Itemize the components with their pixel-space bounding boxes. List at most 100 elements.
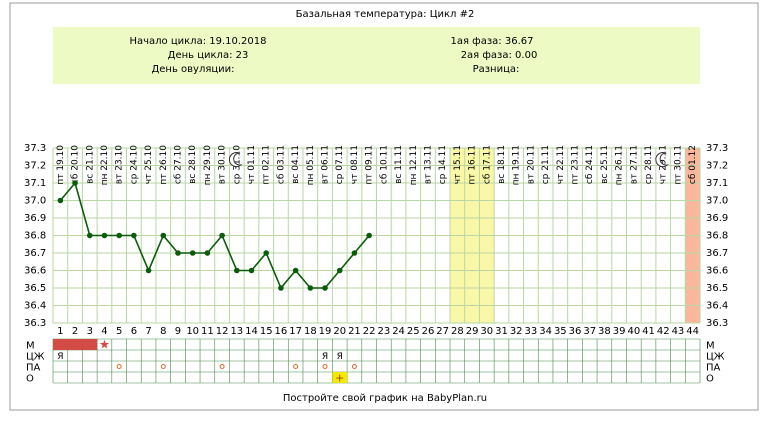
x-tick-label: 43 bbox=[672, 326, 685, 337]
x-tick-label: 39 bbox=[613, 326, 626, 337]
row-label: М bbox=[706, 341, 715, 352]
x-tick-label: 3 bbox=[87, 326, 93, 337]
date-label: чт 22.11 bbox=[556, 145, 566, 184]
temp-point bbox=[57, 197, 64, 204]
m-star bbox=[99, 339, 109, 349]
o-mark: + bbox=[335, 372, 344, 385]
x-tick-label: 35 bbox=[554, 326, 567, 337]
o-cell bbox=[332, 372, 348, 383]
temp-point bbox=[307, 285, 314, 291]
row-label: М bbox=[26, 341, 35, 352]
m-cell bbox=[67, 339, 83, 350]
temp-point bbox=[219, 232, 225, 239]
x-tick-label: 14 bbox=[245, 326, 258, 337]
x-tick-label: 25 bbox=[407, 326, 420, 337]
x-tick-label: 30 bbox=[480, 326, 493, 337]
date-label: чт 25.10 bbox=[144, 145, 154, 184]
x-tick-label: 6 bbox=[131, 326, 137, 337]
x-tick-label: 32 bbox=[510, 326, 523, 337]
x-tick-label: 27 bbox=[436, 326, 449, 337]
date-label: пн 22.10 bbox=[100, 145, 110, 186]
x-tick-label: 8 bbox=[160, 326, 166, 337]
temp-point bbox=[336, 267, 343, 274]
temp-line bbox=[59, 181, 370, 290]
date-label: сб 01.12 bbox=[688, 145, 698, 184]
row-label: ЦЖ bbox=[26, 352, 45, 363]
temp-point bbox=[351, 250, 358, 256]
x-tick-label: 5 bbox=[116, 326, 122, 337]
czh-mark: Я bbox=[337, 352, 343, 362]
y-tick-label: 36.5 bbox=[706, 283, 728, 294]
y-tick-label: 36.5 bbox=[24, 283, 46, 294]
info: Начало цикла: 19.10.2018 bbox=[129, 36, 266, 47]
date-label: пт 23.11 bbox=[571, 145, 581, 185]
m-cell bbox=[82, 339, 98, 350]
date-label: пн 26.11 bbox=[615, 145, 625, 185]
date-label: ср 21.11 bbox=[541, 145, 551, 184]
y-tick-label: 36.3 bbox=[24, 318, 46, 329]
y-tick-label: 37.0 bbox=[24, 196, 46, 207]
y-tick-label: 37.0 bbox=[706, 196, 728, 207]
x-tick-label: 29 bbox=[466, 326, 479, 337]
row-label: ПА bbox=[706, 363, 721, 374]
temp-point bbox=[278, 285, 284, 291]
date-label: пт 02.11 bbox=[262, 145, 272, 185]
temp-point bbox=[234, 267, 240, 274]
date-label: вт 13.11 bbox=[423, 145, 433, 184]
y-tick-label: 36.8 bbox=[706, 231, 728, 242]
x-tick-label: 4 bbox=[101, 326, 107, 337]
date-label: сб 03.11 bbox=[276, 145, 286, 184]
date-label: пт 30.11 bbox=[673, 145, 683, 185]
info: Разница: bbox=[473, 64, 520, 75]
row-label: ПА bbox=[26, 363, 41, 374]
x-tick-label: 13 bbox=[230, 326, 243, 337]
x-tick-label: 22 bbox=[363, 326, 376, 337]
x-tick-label: 17 bbox=[289, 326, 302, 337]
temp-point bbox=[72, 180, 78, 186]
y-tick-label: 37.2 bbox=[706, 161, 728, 172]
y-tick-label: 36.3 bbox=[706, 318, 728, 329]
y-tick-label: 36.9 bbox=[24, 213, 46, 224]
date-label: ср 24.10 bbox=[129, 145, 139, 185]
date-label: чт 08.11 bbox=[350, 145, 360, 184]
temp-point bbox=[292, 267, 299, 274]
date-label: ср 14.11 bbox=[438, 145, 448, 184]
x-tick-label: 36 bbox=[569, 326, 582, 337]
x-tick-label: 16 bbox=[275, 326, 288, 337]
x-tick-label: 37 bbox=[583, 326, 596, 337]
y-tick-label: 36.9 bbox=[706, 213, 728, 224]
info: День овуляции: bbox=[151, 64, 234, 75]
y-tick-label: 36.4 bbox=[24, 301, 46, 312]
date-label: пт 26.10 bbox=[159, 145, 169, 185]
date-label: вт 30.10 bbox=[218, 145, 228, 184]
x-tick-label: 1 bbox=[57, 326, 63, 337]
y-tick-label: 36.8 bbox=[24, 231, 46, 242]
pa-mark bbox=[160, 364, 166, 369]
y-tick-label: 36.6 bbox=[706, 266, 728, 277]
temp-point bbox=[366, 232, 372, 239]
date-label: пт 16.11 bbox=[468, 145, 478, 185]
m-cell bbox=[53, 339, 68, 350]
date-label: вс 11.11 bbox=[394, 145, 404, 184]
x-tick-label: 26 bbox=[422, 326, 435, 337]
temp-point bbox=[175, 250, 181, 256]
x-tick-label: 9 bbox=[175, 326, 181, 337]
x-tick-label: 23 bbox=[377, 326, 390, 337]
date-label: сб 24.11 bbox=[585, 145, 595, 184]
y-tick-label: 37.1 bbox=[706, 178, 728, 189]
info: 1ая фаза: 36.67 bbox=[451, 36, 534, 47]
temp-point bbox=[86, 232, 93, 239]
temp-point bbox=[145, 267, 152, 274]
date-label: вт 06.11 bbox=[321, 145, 331, 184]
x-tick-label: 21 bbox=[348, 326, 361, 337]
temp-point bbox=[204, 250, 211, 256]
date-label: сб 10.11 bbox=[379, 145, 389, 184]
x-tick-label: 41 bbox=[642, 326, 655, 337]
info: День цикла: 23 bbox=[168, 50, 249, 61]
x-tick-label: 2 bbox=[72, 326, 78, 337]
pa-mark bbox=[322, 364, 328, 369]
x-tick-label: 24 bbox=[392, 326, 405, 337]
czh-mark: Я bbox=[322, 352, 328, 362]
date-label: пн 12.11 bbox=[409, 145, 419, 185]
